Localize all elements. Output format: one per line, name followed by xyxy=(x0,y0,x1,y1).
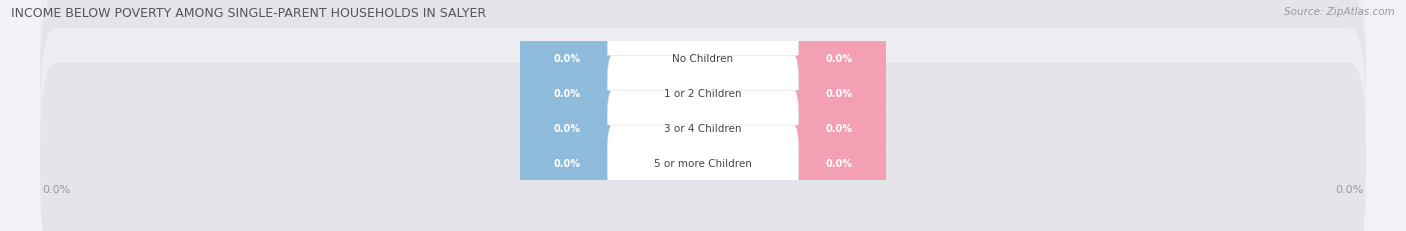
Text: 0.0%: 0.0% xyxy=(825,54,852,64)
Text: 0.0%: 0.0% xyxy=(554,54,581,64)
FancyBboxPatch shape xyxy=(520,91,614,166)
FancyBboxPatch shape xyxy=(41,29,1367,227)
FancyBboxPatch shape xyxy=(607,56,799,131)
Text: 5 or more Children: 5 or more Children xyxy=(654,158,752,168)
FancyBboxPatch shape xyxy=(520,125,614,200)
FancyBboxPatch shape xyxy=(607,21,799,96)
FancyBboxPatch shape xyxy=(792,91,886,166)
Text: 0.0%: 0.0% xyxy=(554,158,581,168)
Text: No Children: No Children xyxy=(672,54,734,64)
FancyBboxPatch shape xyxy=(792,125,886,200)
Text: INCOME BELOW POVERTY AMONG SINGLE-PARENT HOUSEHOLDS IN SALYER: INCOME BELOW POVERTY AMONG SINGLE-PARENT… xyxy=(11,7,486,20)
Text: 0.0%: 0.0% xyxy=(554,88,581,99)
FancyBboxPatch shape xyxy=(41,64,1367,231)
Text: 1 or 2 Children: 1 or 2 Children xyxy=(664,88,742,99)
Text: 0.0%: 0.0% xyxy=(825,123,852,133)
FancyBboxPatch shape xyxy=(520,56,614,131)
Text: 0.0%: 0.0% xyxy=(825,88,852,99)
FancyBboxPatch shape xyxy=(41,0,1367,158)
Text: 3 or 4 Children: 3 or 4 Children xyxy=(664,123,742,133)
FancyBboxPatch shape xyxy=(520,21,614,96)
FancyBboxPatch shape xyxy=(607,125,799,200)
Text: 0.0%: 0.0% xyxy=(554,123,581,133)
Text: 0.0%: 0.0% xyxy=(825,158,852,168)
Text: Source: ZipAtlas.com: Source: ZipAtlas.com xyxy=(1284,7,1395,17)
FancyBboxPatch shape xyxy=(607,91,799,166)
FancyBboxPatch shape xyxy=(41,0,1367,193)
FancyBboxPatch shape xyxy=(792,21,886,96)
FancyBboxPatch shape xyxy=(792,56,886,131)
